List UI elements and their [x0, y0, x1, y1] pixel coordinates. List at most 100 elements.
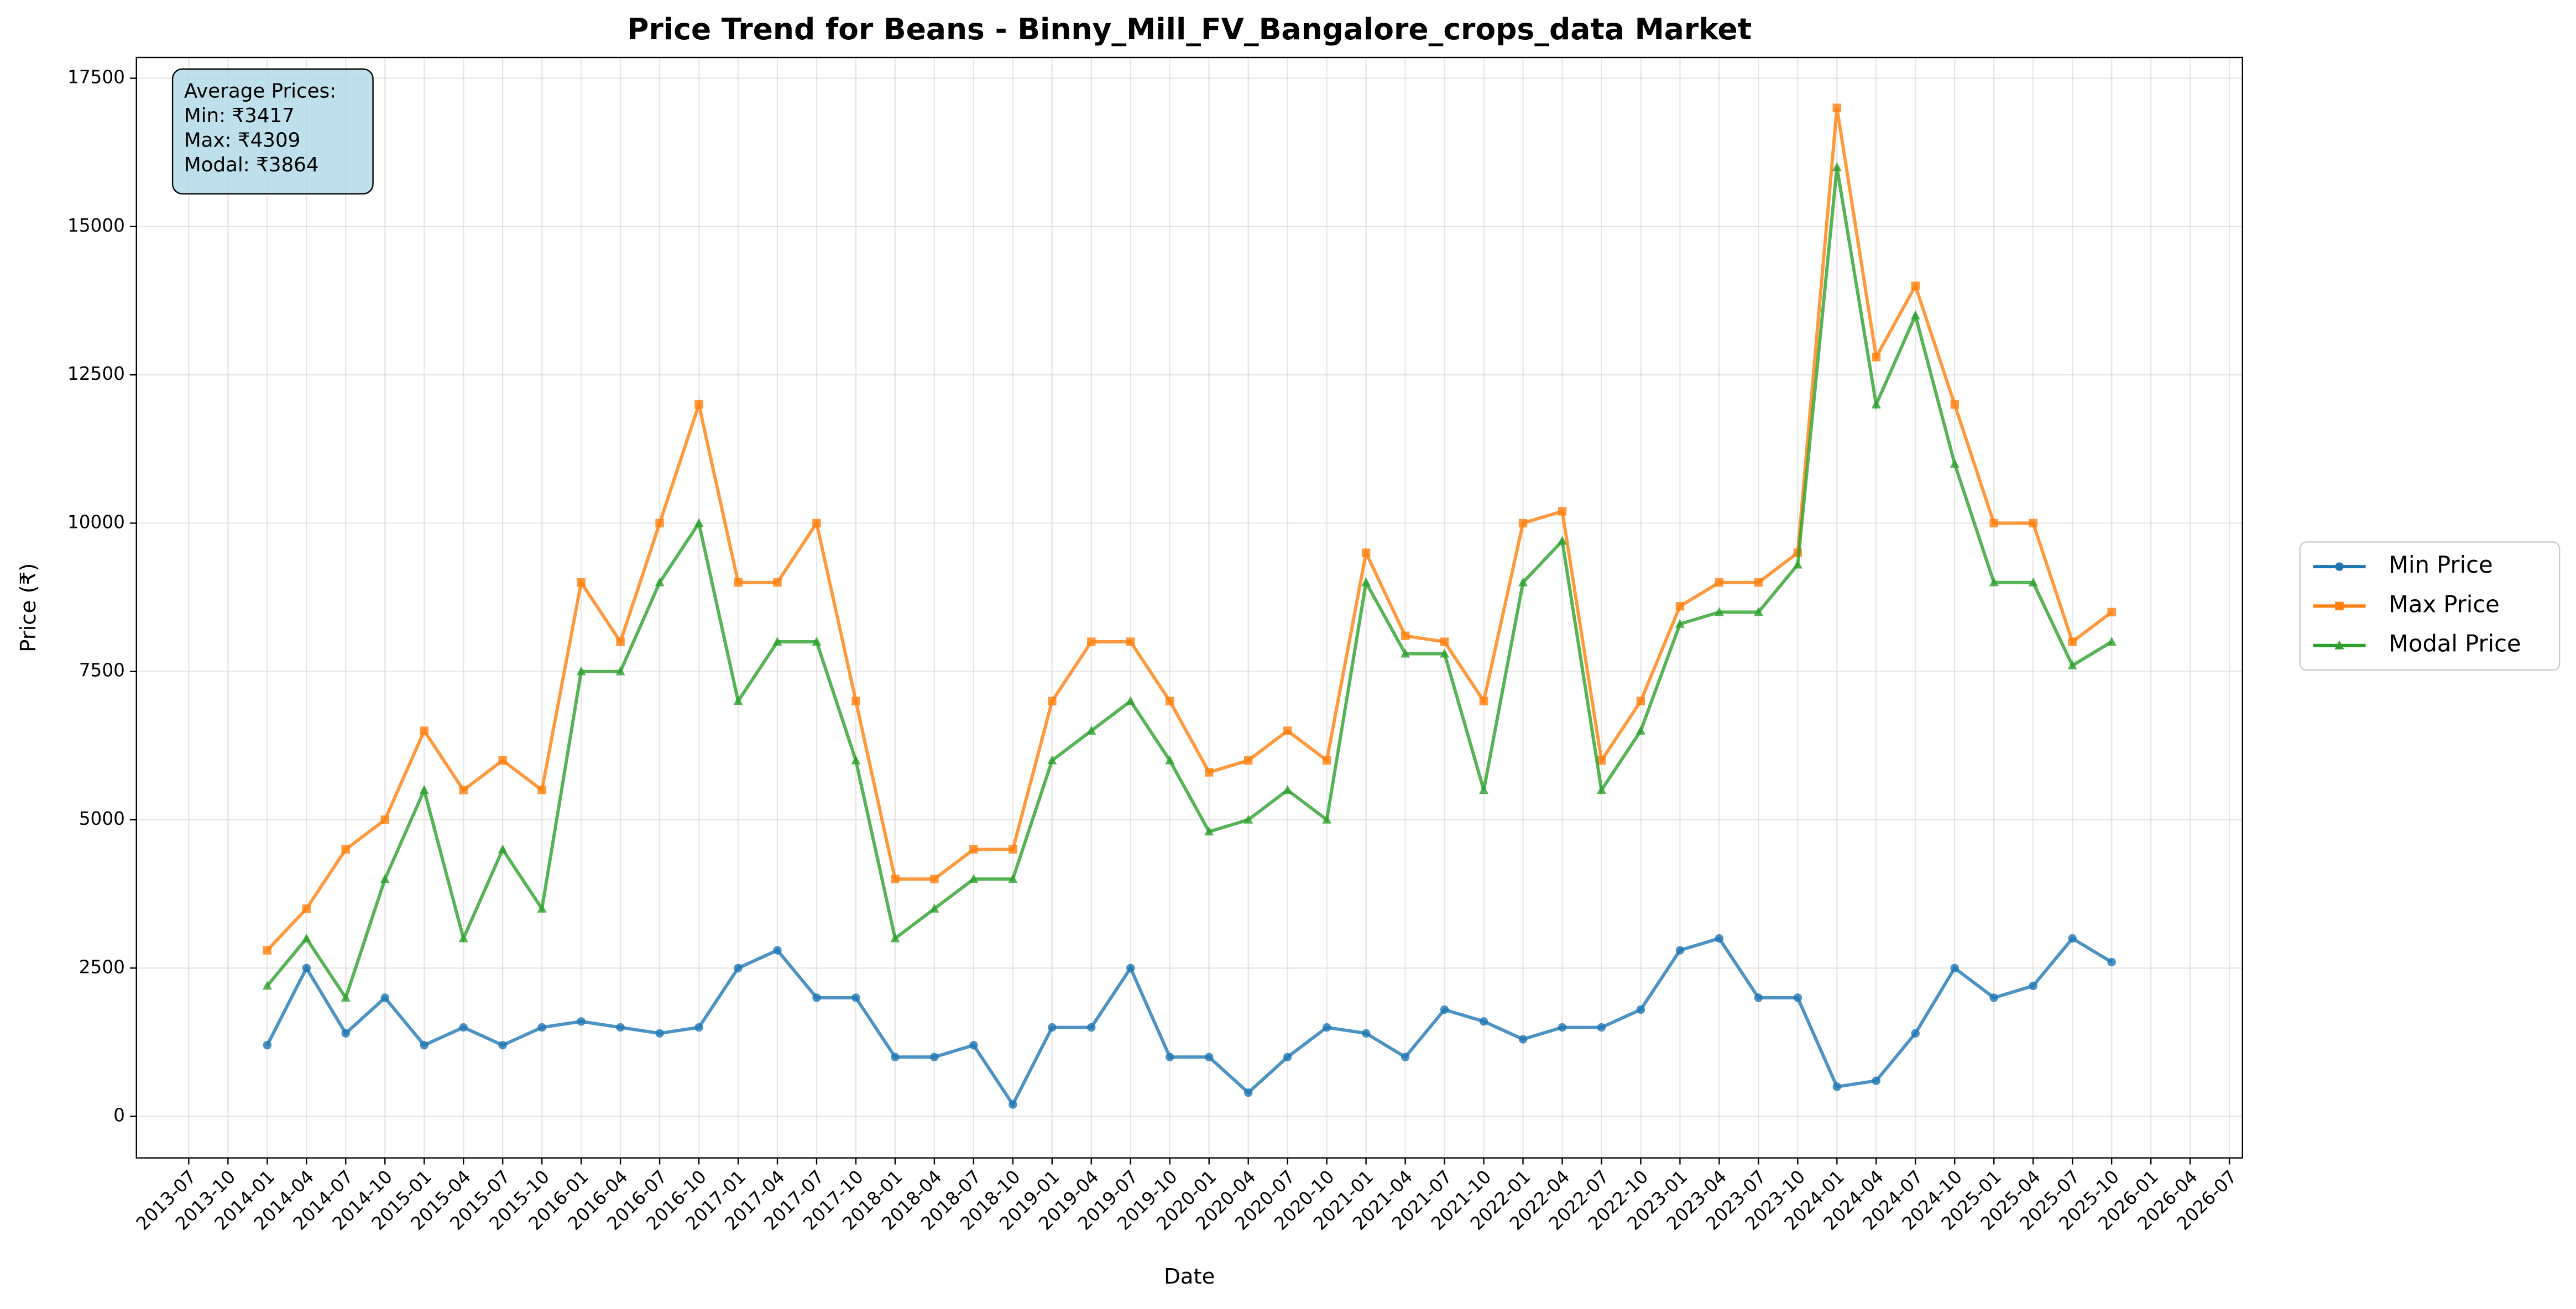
- marker: [655, 519, 664, 528]
- marker: [1322, 756, 1331, 765]
- marker: [459, 1023, 468, 1032]
- legend-marker: [2335, 562, 2344, 571]
- y-tick-label: 12500: [67, 363, 125, 384]
- marker: [1479, 785, 1489, 794]
- marker: [969, 874, 979, 883]
- marker: [694, 1023, 703, 1032]
- marker: [1009, 845, 1017, 854]
- series: [263, 103, 2116, 955]
- marker: [1597, 1023, 1606, 1032]
- marker: [2029, 981, 2037, 991]
- marker: [263, 946, 272, 955]
- marker: [498, 844, 508, 854]
- marker: [1714, 607, 1724, 616]
- marker: [459, 786, 468, 795]
- marker: [2107, 608, 2116, 617]
- x-axis-label: Date: [1164, 1264, 1215, 1289]
- marker: [1518, 519, 1528, 528]
- marker: [1832, 103, 1842, 112]
- y-tick-label: 7500: [79, 660, 125, 681]
- marker: [1087, 637, 1096, 646]
- marker: [263, 1041, 272, 1050]
- marker: [733, 696, 743, 705]
- marker: [1636, 725, 1645, 735]
- marker: [1989, 577, 1999, 587]
- marker: [655, 577, 665, 587]
- y-tick-label: 15000: [67, 215, 125, 236]
- marker: [1283, 785, 1293, 794]
- marker: [341, 1029, 350, 1038]
- y-tick-label: 10000: [67, 511, 125, 532]
- marker: [891, 875, 900, 884]
- marker: [302, 904, 311, 913]
- marker: [1793, 993, 1802, 1002]
- marker: [498, 1041, 507, 1050]
- marker: [1087, 1023, 1096, 1032]
- marker: [891, 1053, 900, 1061]
- marker: [301, 933, 311, 943]
- marker: [380, 815, 389, 824]
- marker: [2068, 934, 2077, 943]
- marker: [694, 400, 703, 409]
- marker: [2107, 957, 2116, 967]
- marker: [1715, 578, 1724, 587]
- marker: [851, 697, 860, 706]
- marker: [1558, 507, 1567, 516]
- marker: [1165, 755, 1175, 765]
- marker: [1126, 637, 1135, 646]
- marker: [1166, 697, 1174, 706]
- marker: [929, 903, 939, 913]
- marker: [537, 903, 547, 913]
- marker: [1126, 696, 1136, 705]
- marker: [1204, 1053, 1214, 1061]
- marker: [1518, 577, 1528, 587]
- legend-label: Modal Price: [2389, 630, 2521, 657]
- marker: [1204, 826, 1214, 836]
- marker: [2029, 519, 2037, 528]
- marker: [930, 875, 939, 884]
- marker: [1557, 536, 1567, 545]
- series-line: [266, 107, 2113, 952]
- marker: [1675, 619, 1685, 628]
- marker: [851, 755, 861, 765]
- marker: [380, 874, 390, 883]
- marker: [1950, 458, 1960, 468]
- legend-label: Min Price: [2389, 551, 2493, 578]
- marker: [420, 726, 429, 735]
- marker: [1048, 697, 1057, 706]
- marker: [812, 993, 821, 1002]
- marker: [1361, 1029, 1371, 1038]
- marker: [1753, 607, 1763, 616]
- marker: [1872, 1076, 1881, 1085]
- marker: [341, 845, 350, 854]
- series-line: [266, 167, 2113, 1002]
- marker: [1871, 399, 1881, 409]
- marker: [1204, 768, 1214, 777]
- marker: [1440, 1005, 1449, 1014]
- y-tick-label: 0: [113, 1105, 125, 1126]
- marker: [1832, 162, 1842, 171]
- chart-title: Price Trend for Beans - Binny_Mill_FV_Ba…: [627, 12, 1752, 46]
- annotation-text: Modal: ₹3864: [184, 154, 319, 176]
- marker: [420, 1041, 429, 1050]
- marker: [655, 1029, 664, 1038]
- marker: [1243, 756, 1253, 765]
- marker: [1047, 755, 1057, 765]
- marker: [1479, 1017, 1488, 1026]
- marker: [1832, 1082, 1842, 1091]
- marker: [1910, 310, 1920, 320]
- marker: [1518, 1035, 1528, 1044]
- annotation-text: Max: ₹4309: [184, 129, 300, 152]
- y-tick-label: 2500: [79, 956, 125, 977]
- marker: [615, 666, 625, 676]
- marker: [1989, 993, 1998, 1002]
- annotation-text: Average Prices:: [184, 80, 336, 102]
- marker: [1754, 993, 1763, 1002]
- marker: [1558, 1023, 1567, 1032]
- series: [263, 934, 2116, 1109]
- marker: [1048, 1023, 1057, 1032]
- series: [262, 162, 2117, 1002]
- marker: [616, 637, 625, 646]
